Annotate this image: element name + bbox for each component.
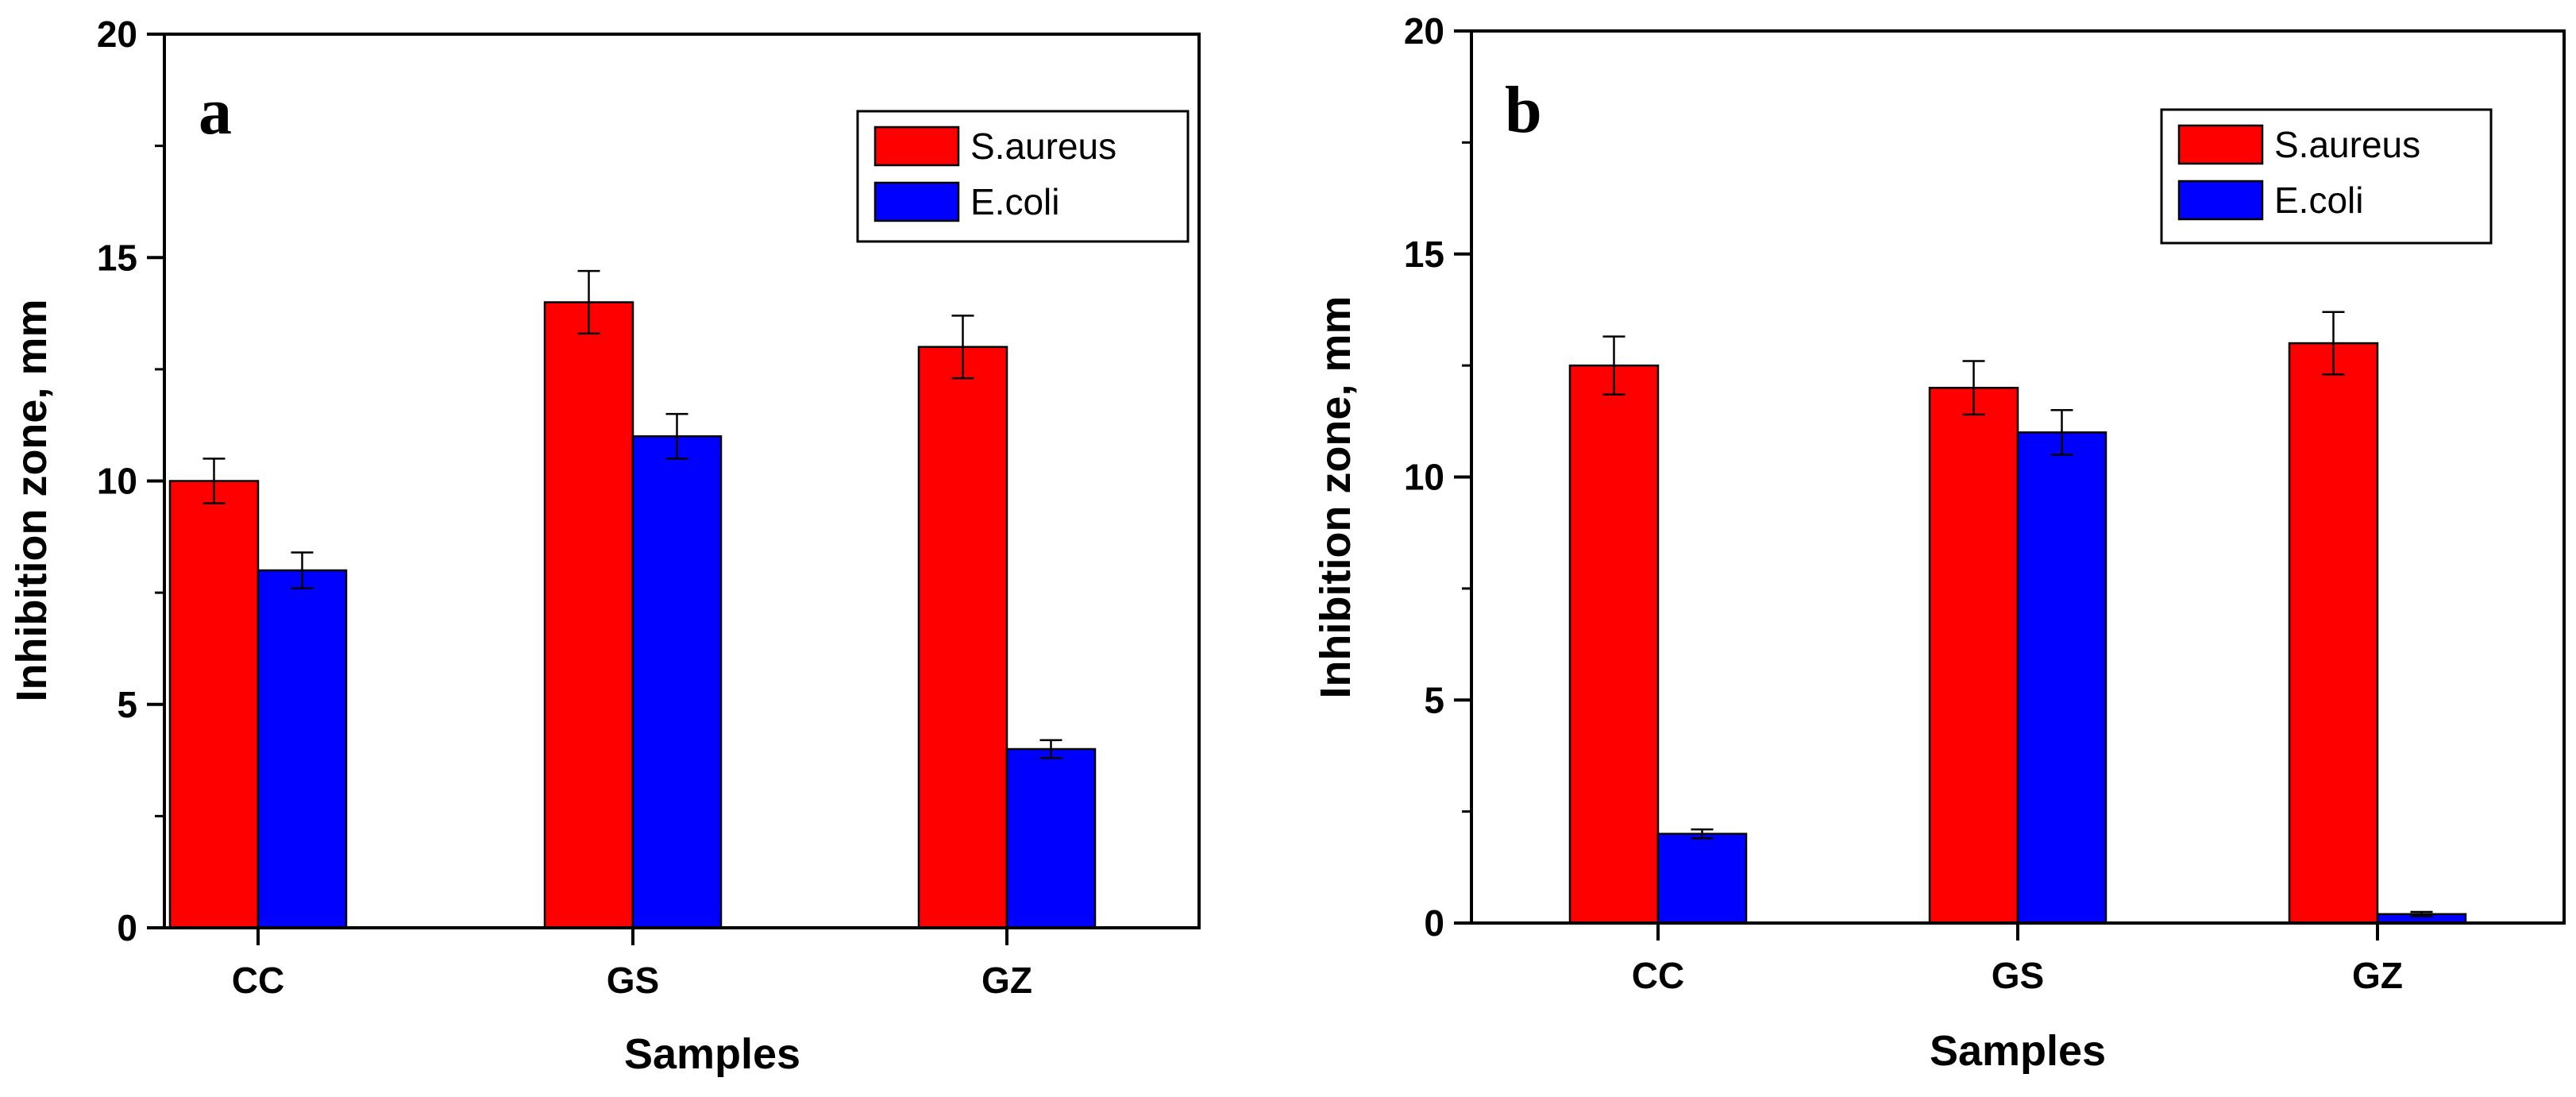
- y-axis-title: Inhibition zone, mm: [8, 299, 56, 702]
- legend-label: S.aureus: [970, 126, 1116, 167]
- y-tick-label: 20: [1404, 10, 1444, 52]
- bar-e-coli-gs: [2016, 431, 2107, 925]
- y-tick-label: 5: [117, 684, 137, 725]
- chart-panel-a: 0 5 10 15 20 CC GS GZ S.aureus E.coli Inhibition z…: [8, 14, 1201, 1078]
- y-tick-label: 10: [1404, 457, 1444, 498]
- y-tick-label: 10: [97, 461, 137, 502]
- bar-s-aureus-gz: [917, 346, 1008, 929]
- y-axis-title: Inhibition zone, mm: [1312, 296, 1359, 699]
- y-tick-label: 15: [1404, 234, 1444, 275]
- x-tick-label-gs: GS: [607, 960, 659, 1001]
- bar-e-coli-cc: [1656, 832, 1748, 925]
- x-axis-title: Samples: [1930, 1027, 2106, 1075]
- y-tick-label: 15: [97, 237, 137, 278]
- x-tick-label-cc: CC: [232, 960, 284, 1001]
- x-tick-label-cc: CC: [1632, 955, 1684, 996]
- bar-s-aureus-cc: [1568, 364, 1660, 925]
- y-tick-label: 5: [1424, 679, 1444, 720]
- bar-s-aureus-gs: [1928, 386, 2019, 925]
- bar-s-aureus-gs: [543, 301, 634, 929]
- legend-swatch: [873, 126, 960, 167]
- chart-panel-b: 0 5 10 15 20 CC GS GZ S.aureus E.coli Inhibition z…: [1312, 10, 2566, 1075]
- x-axis-title: Samples: [624, 1030, 800, 1078]
- bar-e-coli-gz: [1005, 747, 1097, 929]
- bar-e-coli-gs: [631, 435, 723, 929]
- bar-e-coli-cc: [256, 569, 348, 929]
- x-tick-label-gz: GZ: [981, 960, 1032, 1001]
- y-tick-label: 0: [117, 907, 137, 948]
- x-tick-label-gs: GS: [1992, 955, 2044, 996]
- panel-label: a: [199, 75, 232, 149]
- legend-label: S.aureus: [2274, 124, 2420, 165]
- y-tick-label: 0: [1424, 902, 1444, 944]
- x-tick-label-gz: GZ: [2352, 955, 2403, 996]
- legend-label: E.coli: [970, 181, 1059, 222]
- legend-swatch: [2177, 180, 2264, 221]
- panel-label: b: [1505, 73, 1542, 147]
- y-tick-label: 20: [97, 14, 137, 55]
- legend-swatch: [2177, 124, 2264, 165]
- legend-swatch: [873, 181, 960, 222]
- legend-label: E.coli: [2274, 180, 2363, 221]
- bar-s-aureus-gz: [2288, 342, 2379, 925]
- bar-s-aureus-cc: [168, 480, 260, 929]
